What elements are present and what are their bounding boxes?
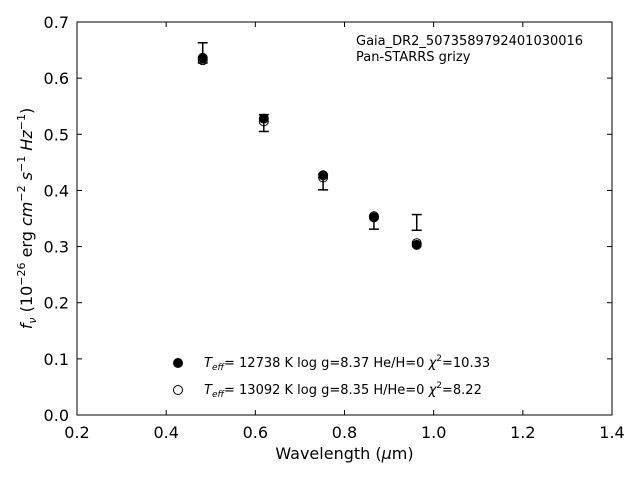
y-tick-label: 0.4 bbox=[44, 181, 69, 200]
data-point-filled bbox=[318, 170, 329, 181]
y-axis-title-hz: Hz bbox=[17, 130, 36, 156]
legend-teff-subscript: eff bbox=[212, 363, 226, 373]
legend-label-da: Teff= 12738 K log g=8.37 He/H=0 χ2=10.33 bbox=[204, 354, 490, 373]
y-axis-title-nu: ν bbox=[26, 317, 39, 323]
y-tick-label: 0.0 bbox=[44, 406, 69, 425]
legend-teff-symbol: T bbox=[204, 383, 213, 398]
y-axis-title: fν (10−26 erg cm−2 s−1 Hz−1) bbox=[15, 108, 39, 329]
y-axis-title-f: f bbox=[17, 321, 36, 329]
model-markers bbox=[197, 52, 422, 250]
data-point-open bbox=[318, 172, 329, 183]
y-axis-title-exp4: −1 bbox=[15, 114, 28, 130]
legend-teff-symbol: T bbox=[204, 356, 213, 371]
x-tick-label: 1.4 bbox=[599, 423, 624, 442]
y-axis-title-exp1: −26 bbox=[15, 263, 28, 286]
y-axis-title-exp2: −2 bbox=[15, 185, 28, 201]
data-point-filled bbox=[258, 113, 269, 124]
x-axis-title-mu: μ bbox=[381, 444, 392, 463]
annotation-object-name: Gaia_DR2_5073589792401030016 bbox=[356, 34, 583, 49]
data-point-open bbox=[197, 55, 208, 66]
legend-marker-filled bbox=[173, 358, 183, 368]
legend-chi-value: =10.33 bbox=[442, 356, 490, 371]
observed-error-bar bbox=[411, 213, 422, 232]
y-axis-title-close: ) bbox=[17, 108, 36, 114]
y-axis-title-pre: (10 bbox=[17, 286, 36, 318]
y-tick-label: 0.1 bbox=[44, 350, 69, 369]
x-axis-title-pre: Wavelength ( bbox=[275, 444, 381, 463]
data-point-open bbox=[411, 238, 422, 249]
legend-params: = 12738 K log g=8.37 He/H=0 bbox=[224, 356, 429, 371]
y-tick-label: 0.5 bbox=[44, 125, 69, 144]
y-axis-title-s: s bbox=[17, 172, 36, 185]
x-axis-title-post: m) bbox=[392, 444, 414, 463]
legend-marker-open bbox=[173, 385, 183, 395]
legend: Teff= 12738 K log g=8.37 He/H=0 χ2=10.33… bbox=[173, 354, 490, 400]
y-tick-label: 0.3 bbox=[44, 238, 69, 257]
plot-frame bbox=[76, 21, 613, 416]
x-tick-label: 1.2 bbox=[510, 423, 535, 442]
x-axis-title: Wavelength (μm) bbox=[275, 444, 413, 463]
legend-params: = 13092 K log g=8.35 H/He=0 bbox=[224, 383, 429, 398]
x-tick-label: 1.0 bbox=[421, 423, 446, 442]
legend-label-db: Teff= 13092 K log g=8.35 H/He=0 χ2=8.22 bbox=[204, 381, 482, 400]
x-tick-label: 0.6 bbox=[243, 423, 268, 442]
x-tick-label: 0.2 bbox=[64, 423, 89, 442]
y-axis-title-cm: cm bbox=[17, 202, 36, 226]
data-point-open bbox=[368, 211, 379, 222]
legend-chi-symbol: χ bbox=[428, 383, 438, 398]
y-axis-title-exp3: −1 bbox=[15, 156, 28, 172]
axis-tick-labels: 0.2 0.4 0.6 0.8 1.0 1.2 1.4 0.0 0.1 0.2 0.3 0.4 0.5 0… bbox=[44, 13, 625, 442]
x-tick-label: 0.4 bbox=[153, 423, 178, 442]
legend-chi-symbol: χ bbox=[428, 356, 438, 371]
x-tick-label: 0.8 bbox=[332, 423, 357, 442]
legend-chi-value: =8.22 bbox=[442, 383, 482, 398]
legend-chi-exponent: 2 bbox=[436, 354, 442, 364]
data-point-filled bbox=[197, 52, 208, 63]
observed-error-bars bbox=[197, 42, 422, 232]
legend-chi-exponent: 2 bbox=[436, 381, 442, 391]
y-tick-label: 0.6 bbox=[44, 69, 69, 88]
y-tick-label: 0.7 bbox=[44, 13, 69, 32]
data-point-open bbox=[258, 116, 269, 127]
y-tick-label: 0.2 bbox=[44, 294, 69, 313]
legend-teff-subscript: eff bbox=[212, 390, 226, 400]
annotation-survey: Pan-STARRS grizy bbox=[356, 50, 471, 65]
y-axis-title-erg: erg bbox=[17, 226, 36, 262]
